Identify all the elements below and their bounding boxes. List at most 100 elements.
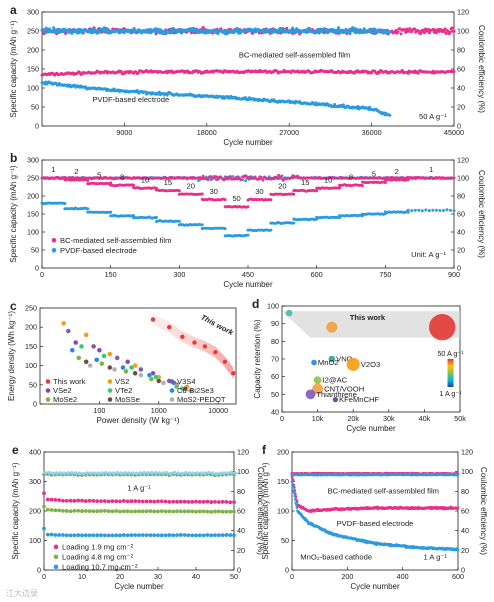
data-point <box>293 497 297 501</box>
capacity-point <box>106 509 111 514</box>
capacity-point <box>110 509 115 514</box>
data-point <box>129 364 135 371</box>
capacity-point <box>63 201 67 205</box>
data-point <box>236 28 240 32</box>
x-tick-label: 200 <box>341 572 353 581</box>
capacity-point <box>413 175 417 179</box>
capacity-point <box>441 208 445 212</box>
y-tick-label: 200 <box>29 507 41 516</box>
capacity-point <box>49 497 54 502</box>
rate-label: 2 <box>395 167 399 176</box>
y2-tick-label: 40 <box>457 228 465 237</box>
y-tick-label: 100 <box>25 361 37 370</box>
data-point <box>396 30 400 34</box>
data-point <box>61 320 67 326</box>
capacity-point <box>178 509 183 514</box>
ce-point <box>172 470 177 475</box>
capacity-point <box>114 533 119 538</box>
capacity-point <box>63 175 67 179</box>
capacity-point <box>216 509 221 514</box>
capacity-point <box>61 509 65 513</box>
capacity-point <box>57 498 62 503</box>
data-point <box>73 340 79 346</box>
y2-tick-label: 60 <box>461 507 469 516</box>
y-tick-label: 100 <box>27 84 39 93</box>
data-point <box>150 316 156 323</box>
y-tick-label: 100 <box>277 507 289 516</box>
y-tick-label: 0 <box>35 122 39 131</box>
capacity-point <box>133 533 138 538</box>
capacity-point <box>167 533 172 537</box>
ce-point <box>96 471 101 476</box>
capacity-point <box>175 499 179 504</box>
capacity-point <box>448 208 452 212</box>
capacity-point <box>144 533 149 538</box>
ce-point <box>244 179 248 183</box>
capacity-point <box>171 499 176 504</box>
ce-point <box>77 471 82 476</box>
data-point <box>153 374 159 380</box>
ce-point <box>89 471 93 475</box>
legend-label: VSe2 <box>53 386 72 395</box>
ce-point <box>119 471 123 475</box>
x-tick-label: 40 <box>192 572 200 581</box>
data-point <box>179 334 185 340</box>
ce-point <box>206 178 210 182</box>
x-tick-label: 50k <box>454 414 466 423</box>
capacity-point <box>383 181 387 185</box>
rate-label: 1 <box>429 165 433 174</box>
data-point <box>238 31 242 35</box>
y-tick-label: 200 <box>277 448 289 457</box>
capacity-point <box>72 498 77 503</box>
capacity-point <box>99 499 103 503</box>
legend-label: Cu-Bi2Se3 <box>177 386 214 395</box>
ce-point <box>210 471 215 475</box>
ce-point <box>191 471 196 476</box>
data-point <box>156 378 162 384</box>
capacity-point <box>201 499 206 504</box>
legend-marker <box>107 397 113 402</box>
data-point <box>44 26 48 30</box>
capacity-point <box>186 499 191 504</box>
y-tick-label: 0 <box>37 566 41 575</box>
rate-label: 5 <box>372 170 376 179</box>
y-tick-label: 50 <box>271 390 279 399</box>
data-point <box>456 548 460 552</box>
panel-label: e <box>12 443 19 457</box>
ce-point <box>43 470 47 475</box>
data-point <box>222 359 228 365</box>
bubble <box>312 383 324 395</box>
ce-point <box>278 176 282 180</box>
y2-tick-label: 80 <box>457 192 465 201</box>
capacity-point <box>197 509 202 514</box>
x-axis-label: Power density (W kg⁻¹) <box>97 416 180 425</box>
capacity-point <box>61 498 65 503</box>
y-tick-label: 0 <box>33 400 37 409</box>
x-tick-label: 0 <box>290 572 294 581</box>
rate-label: 15 <box>301 178 309 187</box>
y-tick-label: 80 <box>271 337 279 346</box>
capacity-point <box>424 208 428 212</box>
capacity-point <box>53 508 58 513</box>
data-point <box>388 30 392 34</box>
y-tick-label: 50 <box>281 536 289 545</box>
capacity-point <box>76 533 81 538</box>
capacity-point <box>182 509 187 514</box>
ce-point <box>51 471 55 476</box>
y-tick-label: 300 <box>27 8 39 17</box>
capacity-point <box>178 499 183 504</box>
ce-point <box>111 471 116 475</box>
legend-marker <box>53 554 59 560</box>
ce-point <box>231 175 235 178</box>
ce-point <box>222 471 226 475</box>
ce-point <box>215 178 219 182</box>
capacity-point <box>228 533 233 537</box>
rate-label: 10 <box>141 175 149 184</box>
annotation-cathode: MnO₂-based cathode <box>300 552 372 561</box>
bubble <box>429 314 456 341</box>
capacity-point <box>177 219 181 223</box>
data-point <box>362 27 366 31</box>
x-axis-label: Cycle number <box>346 424 396 433</box>
data-point <box>174 384 180 390</box>
y2-tick-label: 40 <box>237 526 245 535</box>
